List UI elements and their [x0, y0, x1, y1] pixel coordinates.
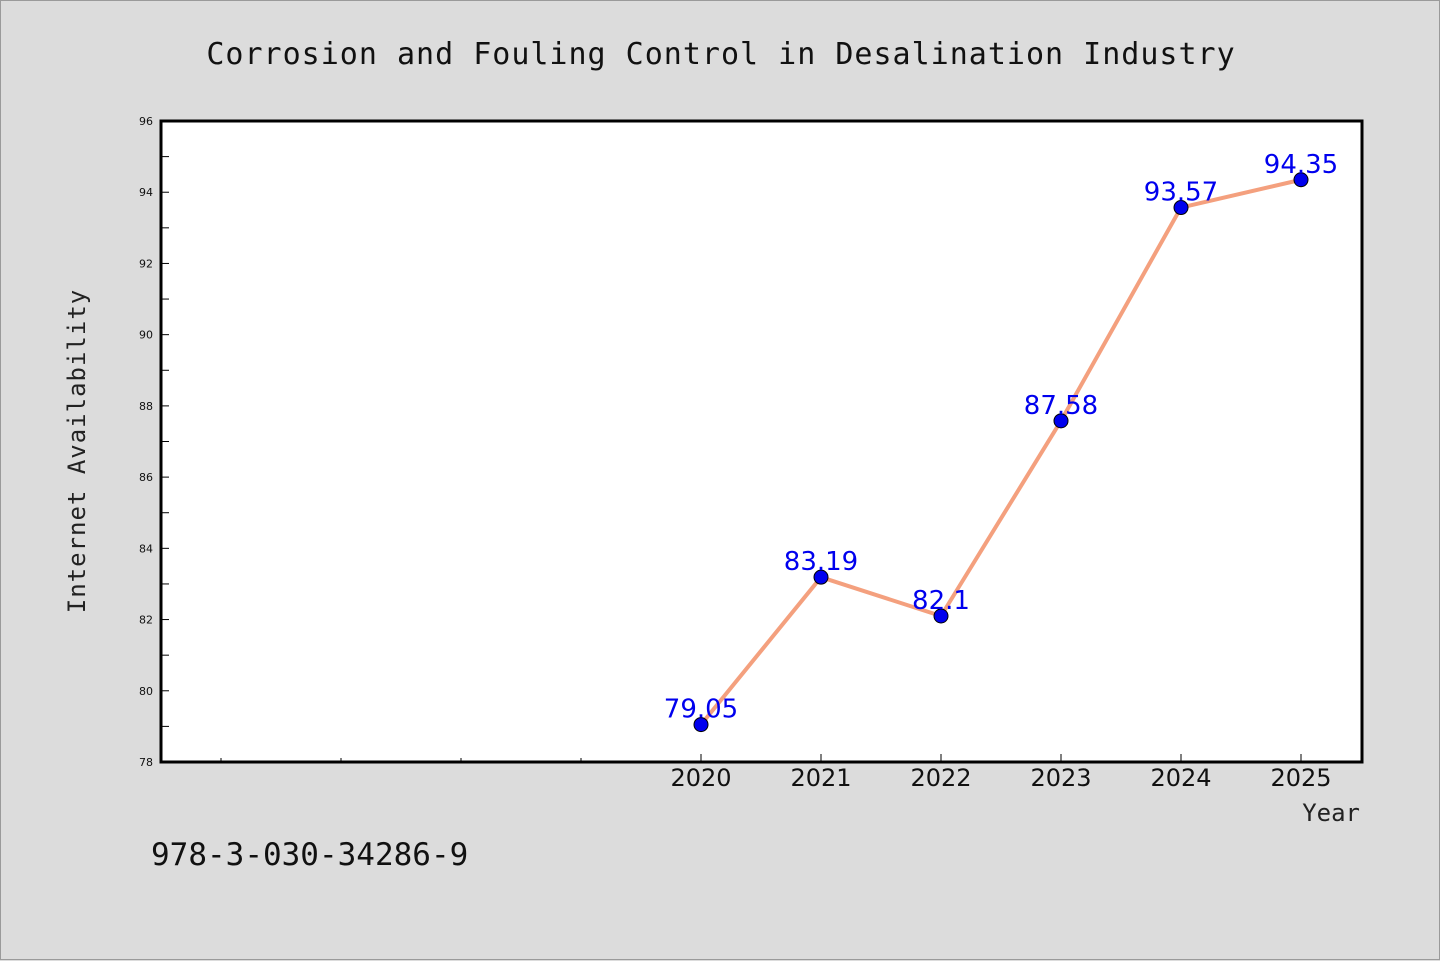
x-axis: 2020 2021 2022 2023 2024 2025: [220, 754, 1332, 792]
data-label: 79.05: [664, 695, 738, 725]
y-tick-label: 90: [139, 329, 153, 342]
data-point: [1293, 172, 1309, 188]
x-tick-label: 2025: [1270, 764, 1331, 792]
data-label: 93.57: [1144, 178, 1218, 208]
data-label: 83.19: [784, 547, 858, 577]
y-tick-label: 96: [139, 115, 153, 128]
y-tick-label: 82: [139, 614, 153, 627]
x-tick-label: 2020: [670, 764, 731, 792]
data-point: [1053, 413, 1069, 429]
data-point: [813, 569, 829, 585]
chart-title: Corrosion and Fouling Control in Desalin…: [206, 37, 1235, 72]
data-label-group: 79.05 83.19 82.1 87.58 93.57 94.35: [664, 150, 1338, 725]
x-tick-label: 2021: [790, 764, 851, 792]
series-line-group: [693, 172, 1309, 733]
data-point: [1173, 200, 1189, 216]
plot-area: [159, 119, 1364, 764]
y-tick-label: 94: [139, 186, 153, 199]
data-point: [693, 717, 709, 733]
data-label: 82.1: [912, 586, 970, 616]
y-tick-label: 92: [139, 257, 153, 270]
isbn-footnote: 978-3-030-34286-9: [151, 837, 468, 873]
y-tick-label: 86: [139, 471, 153, 484]
y-axis: 78 80 82 84 86 88 90 92 94 96: [139, 115, 169, 769]
x-tick-label: 2023: [1030, 764, 1091, 792]
data-label: 94.35: [1264, 150, 1338, 180]
y-tick-label: 78: [139, 756, 153, 769]
data-point: [933, 608, 949, 624]
y-tick-label: 84: [139, 542, 153, 555]
y-tick-label: 80: [139, 685, 153, 698]
series-line: [699, 177, 1302, 726]
x-axis-label: Year: [1302, 799, 1360, 827]
y-axis-label: Internet Availability: [63, 289, 91, 613]
data-label: 87.58: [1024, 391, 1098, 421]
x-tick-label: 2022: [910, 764, 971, 792]
x-tick-label: 2024: [1150, 764, 1211, 792]
y-tick-label: 88: [139, 400, 153, 413]
